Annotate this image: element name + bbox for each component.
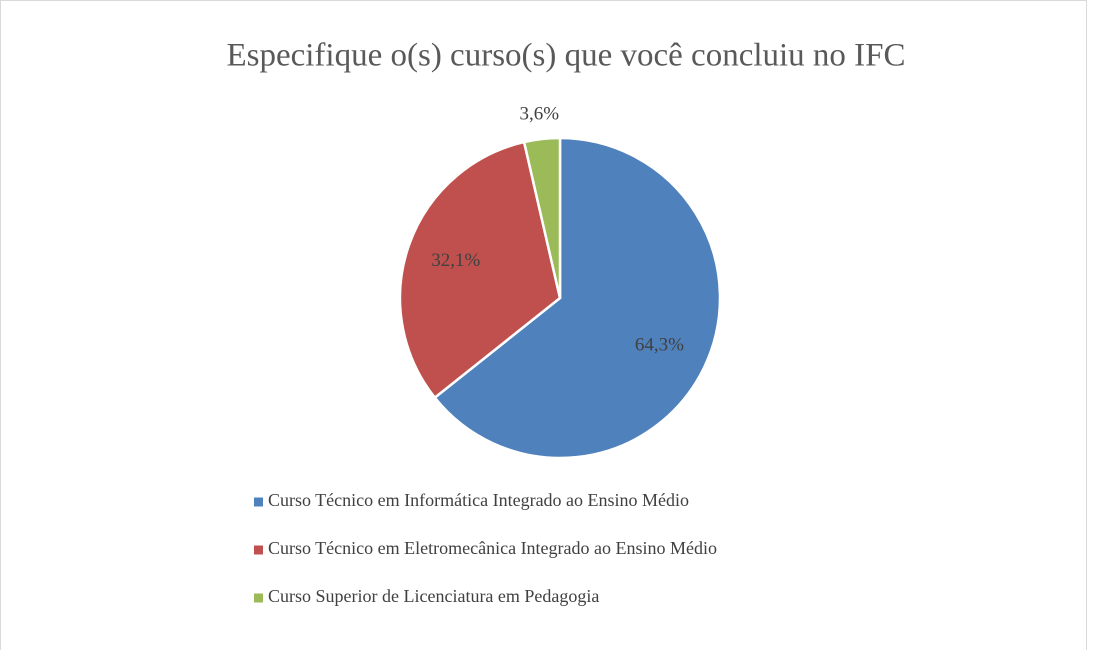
legend-swatch — [254, 545, 263, 555]
legend-label: Curso Superior de Licenciatura em Pedago… — [268, 586, 599, 606]
legend-label: Curso Técnico em Informática Integrado a… — [268, 490, 689, 510]
pie-slice — [433, 136, 722, 460]
legend-swatch — [254, 497, 263, 507]
data-label: 32,1% — [431, 250, 480, 271]
legend-swatch — [254, 593, 263, 603]
chart-title: Especifique o(s) curso(s) que você concl… — [226, 38, 905, 74]
pie-slice — [522, 136, 562, 299]
pie-slice — [398, 140, 562, 400]
legend-label: Curso Técnico em Eletromecânica Integrad… — [268, 538, 717, 558]
data-label: 3,6% — [519, 104, 559, 125]
data-label: 64,3% — [635, 334, 684, 355]
